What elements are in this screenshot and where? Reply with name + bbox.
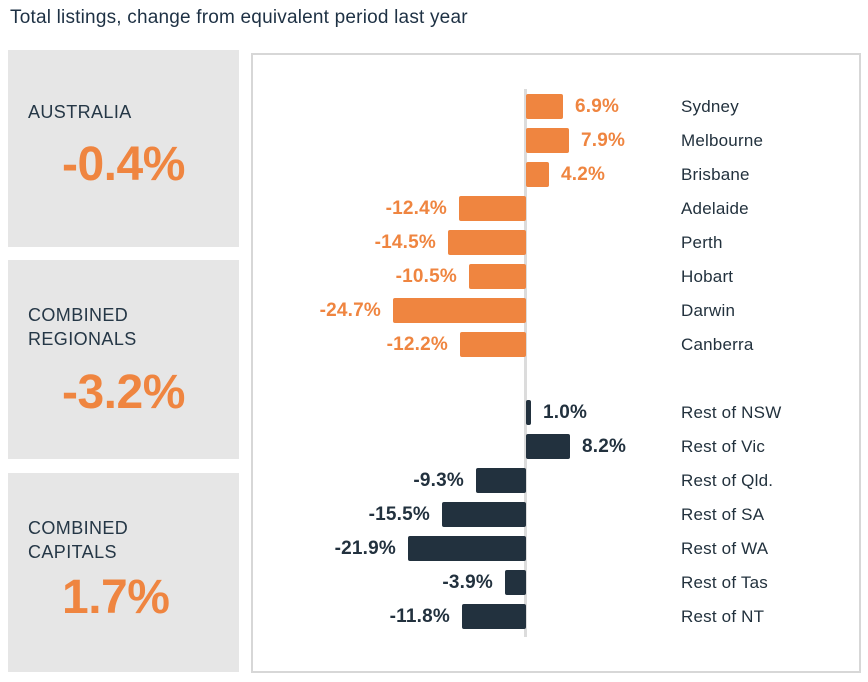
bar-rest-of-nt (462, 604, 526, 629)
summary-card-label: AUSTRALIA (28, 102, 132, 122)
bar-rest-of-qld (476, 468, 526, 493)
category-label-rest-of-nsw: Rest of NSW (681, 403, 782, 422)
category-label-rest-of-vic: Rest of Vic (681, 437, 766, 456)
bar-rest-of-sa (442, 502, 526, 527)
bar-value-label-darwin: -24.7% (319, 300, 381, 321)
summary-card-australia: AUSTRALIA -0.4% (8, 50, 239, 247)
chart-panel: 6.9% Sydney 7.9% Melbourne 4.2% Brisbane -12.4… (251, 53, 861, 673)
zero-axis-line (524, 89, 527, 637)
bar-value-label-melbourne: 7.9% (581, 130, 626, 151)
bar-rest-of-vic (526, 434, 570, 459)
summary-card-combined-capitals: COMBINED CAPITALS 1.7% (8, 473, 239, 672)
category-label-rest-of-sa: Rest of SA (681, 505, 765, 524)
category-label-brisbane: Brisbane (681, 165, 750, 184)
category-label-perth: Perth (681, 233, 723, 252)
category-label-rest-of-qld: Rest of Qld. (681, 471, 774, 490)
bar-adelaide (459, 196, 526, 221)
category-label-rest-of-wa: Rest of WA (681, 539, 769, 558)
chart-title: Total listings, change from equivalent p… (10, 7, 468, 28)
category-label-sydney: Sydney (681, 97, 739, 116)
bar-sydney (526, 94, 563, 119)
category-label-darwin: Darwin (681, 301, 736, 320)
category-label-adelaide: Adelaide (681, 199, 749, 218)
category-label-rest-of-nt: Rest of NT (681, 607, 765, 626)
bar-value-label-rest-of-tas: -3.9% (442, 572, 493, 593)
bar-value-label-rest-of-nt: -11.8% (389, 606, 450, 627)
bar-value-label-rest-of-nsw: 1.0% (543, 402, 588, 423)
summary-card-value: -0.4% (62, 138, 185, 191)
summary-card-label: COMBINED CAPITALS (28, 518, 129, 562)
bar-perth (448, 230, 526, 255)
category-label-melbourne: Melbourne (681, 131, 764, 150)
bar-value-label-hobart: -10.5% (395, 266, 457, 287)
bar-melbourne (526, 128, 569, 153)
summary-card-value: -3.2% (62, 366, 185, 419)
bar-value-label-rest-of-qld: -9.3% (413, 470, 464, 491)
bar-value-label-rest-of-sa: -15.5% (368, 504, 430, 525)
bar-value-label-rest-of-vic: 8.2% (582, 436, 627, 457)
bar-value-label-adelaide: -12.4% (385, 198, 447, 219)
category-label-canberra: Canberra (681, 335, 754, 354)
bar-value-label-canberra: -12.2% (386, 334, 448, 355)
category-label-hobart: Hobart (681, 267, 734, 286)
bar-rest-of-wa (408, 536, 526, 561)
bar-rest-of-tas (505, 570, 526, 595)
summary-card-combined-regionals: COMBINED REGIONALS -3.2% (8, 260, 239, 459)
bar-value-label-perth: -14.5% (374, 232, 436, 253)
bar-brisbane (526, 162, 549, 187)
bar-hobart (469, 264, 526, 289)
bar-canberra (460, 332, 526, 357)
summary-card-label: COMBINED REGIONALS (28, 305, 137, 349)
bar-value-label-sydney: 6.9% (575, 96, 620, 117)
category-label-rest-of-tas: Rest of Tas (681, 573, 768, 592)
bar-darwin (393, 298, 526, 323)
summary-card-value: 1.7% (62, 571, 170, 624)
bar-value-label-rest-of-wa: -21.9% (334, 538, 396, 559)
bar-rest-of-nsw (526, 400, 531, 425)
bar-value-label-brisbane: 4.2% (561, 164, 606, 185)
